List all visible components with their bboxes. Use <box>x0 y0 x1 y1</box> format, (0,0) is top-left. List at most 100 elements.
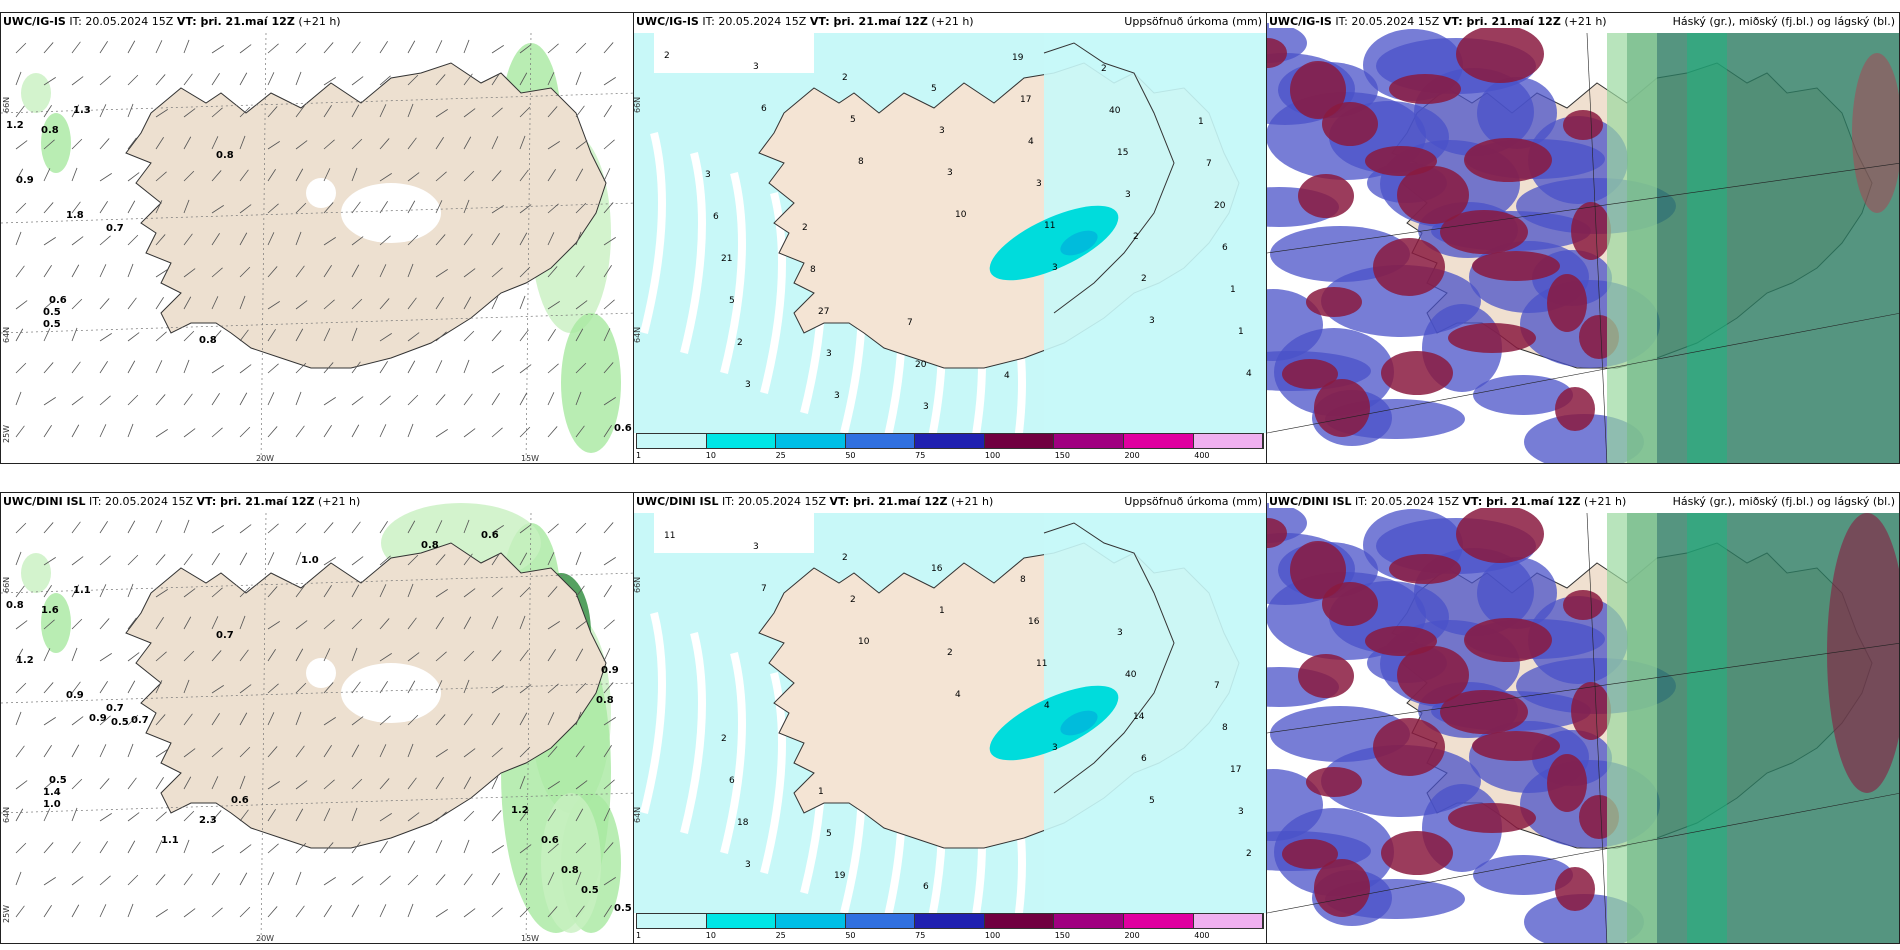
precip-amount: 5 <box>850 115 856 125</box>
low-cloud <box>1472 251 1560 281</box>
wind-barb <box>435 394 446 406</box>
colorbar-swatch <box>637 914 707 928</box>
wind-barb <box>351 584 360 598</box>
wind-barb <box>491 45 504 54</box>
low-cloud <box>1448 323 1536 353</box>
wind-barb <box>267 329 276 342</box>
cloud-map <box>1267 493 1899 943</box>
precip-amount: 20 <box>1214 201 1226 211</box>
low-cloud <box>1298 654 1354 698</box>
wind-barb <box>155 874 166 886</box>
wind-barb <box>239 844 252 854</box>
wind-barb <box>379 744 387 758</box>
wind-barb <box>211 267 223 278</box>
wind-barb <box>43 842 54 854</box>
wind-barb <box>183 359 190 374</box>
wind-barb <box>603 328 611 342</box>
wind-barb <box>323 557 336 566</box>
wind-barb <box>547 621 560 630</box>
wind-speed-label: 0.6 <box>231 795 249 806</box>
high-cloud <box>1687 33 1727 463</box>
wind-barb <box>211 845 224 854</box>
precip-amount: 3 <box>753 542 759 552</box>
wind-barb <box>435 680 443 694</box>
wind-speed-label: 0.8 <box>561 865 579 876</box>
wind-barb <box>127 423 134 438</box>
wind-barb <box>547 552 555 566</box>
wind-barb <box>15 391 22 406</box>
wind-barb <box>491 553 500 566</box>
wind-barb <box>71 298 83 310</box>
wind-barb <box>519 44 532 54</box>
wind-barb <box>463 73 473 86</box>
wind-barb <box>351 716 364 726</box>
wind-barb <box>463 713 473 726</box>
colorbar-swatch <box>1054 914 1124 928</box>
wind-barb <box>547 586 558 598</box>
wind-barb <box>323 619 335 630</box>
wind-barb <box>99 138 110 150</box>
wind-barb <box>99 75 111 86</box>
wind-barb <box>15 620 28 630</box>
precip-amount: 7 <box>761 584 767 594</box>
precip-amount: 3 <box>947 168 953 178</box>
wind-barb <box>379 41 388 54</box>
wind-barb <box>43 202 54 214</box>
wind-barb <box>155 137 164 150</box>
wind-barb <box>463 908 476 918</box>
grid-line <box>1586 512 1608 943</box>
lat-label: 66N <box>634 577 642 593</box>
precip-amount: 8 <box>1222 723 1228 733</box>
wind-barb <box>183 650 195 662</box>
wind-barb <box>547 363 559 374</box>
wind-barb <box>491 136 499 150</box>
wind-barb <box>155 714 166 726</box>
wind-barb <box>575 202 587 214</box>
precip-amount: 3 <box>1149 316 1155 326</box>
wind-speed-label: 1.0 <box>43 799 61 810</box>
colorbar-swatch <box>776 434 846 448</box>
low-cloud <box>1365 146 1437 176</box>
wind-barb <box>127 617 137 630</box>
low-cloud <box>1472 731 1560 761</box>
precip-map: 2681033435311213233212354365331715202127… <box>634 33 1266 463</box>
wind-barb <box>99 904 107 918</box>
precip-amount: 2 <box>850 595 856 605</box>
lat-label: 66N <box>2 97 11 113</box>
map-panel-cloud-bottom: UWC/DINI ISL IT: 20.05.2024 15Z VT: þri.… <box>1266 492 1900 944</box>
precip-amount: 3 <box>1052 263 1058 273</box>
wind-barb <box>351 681 361 694</box>
wind-barb <box>491 616 499 630</box>
wind-barb <box>519 106 531 118</box>
wind-barb <box>519 524 532 534</box>
wind-barb <box>211 587 223 598</box>
wind-barb <box>463 296 472 310</box>
wind-speed-label: 1.2 <box>511 805 529 816</box>
precip-amount: 3 <box>1125 190 1131 200</box>
wind-barb <box>15 328 24 342</box>
low-cloud <box>1314 379 1370 437</box>
wind-barb <box>435 331 447 342</box>
wind-barb <box>407 520 416 534</box>
wind-barb <box>463 39 470 54</box>
wind-barb <box>519 615 526 630</box>
wind-barb <box>603 648 611 662</box>
wind-barb <box>127 714 139 726</box>
wind-barb <box>295 682 307 694</box>
wind-barb <box>407 74 419 86</box>
colorbar-swatch <box>706 434 777 448</box>
wind-barb <box>519 266 531 278</box>
wind-barb <box>295 362 307 374</box>
wind-barb <box>295 105 305 118</box>
wind-barb <box>127 200 136 214</box>
wind-barb <box>71 807 78 822</box>
wind-barb <box>435 714 446 726</box>
wind-barb <box>239 809 249 822</box>
wind-barb <box>603 905 612 918</box>
wind-barb <box>519 586 531 598</box>
wind-speed-label: 0.8 <box>199 335 217 346</box>
wind-barb <box>183 108 196 118</box>
wind-barb <box>351 138 363 150</box>
mid-cloud <box>1473 375 1573 415</box>
wind-barb <box>155 909 168 918</box>
